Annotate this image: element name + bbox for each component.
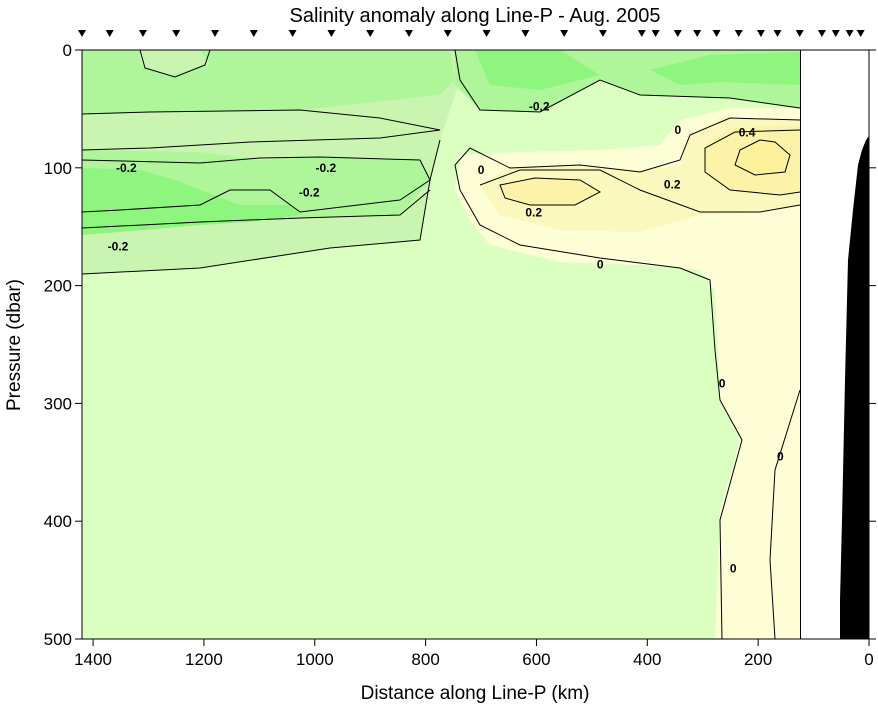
y-tick-label: 300 xyxy=(44,394,72,413)
station-marker xyxy=(693,30,702,37)
contour-label: 0 xyxy=(674,123,681,137)
x-tick-label: 400 xyxy=(633,650,661,669)
x-axis-title: Distance along Line-P (km) xyxy=(361,683,590,704)
station-marker xyxy=(712,30,721,37)
station-marker xyxy=(831,30,840,37)
x-tick-label: 600 xyxy=(522,650,550,669)
y-tick-label: 500 xyxy=(44,630,72,649)
station-markers xyxy=(78,30,865,37)
contour-label: 0 xyxy=(597,257,604,271)
station-marker xyxy=(521,30,530,37)
contour-labels: -0.2 -0.2 -0.2 -0.2 -0.2 0 0 0.4 0.2 0.2 0 0 0 0 xyxy=(108,100,784,576)
fill-pos-04-east xyxy=(735,140,790,175)
y-tick-label: 400 xyxy=(44,512,72,531)
station-marker xyxy=(172,30,181,37)
station-marker xyxy=(404,30,413,37)
station-marker xyxy=(327,30,336,37)
x-tick-label: 800 xyxy=(411,650,439,669)
x-tick-label: 1000 xyxy=(296,650,334,669)
contour-line xyxy=(81,189,431,229)
contour-label: 0.2 xyxy=(525,206,542,220)
station-marker xyxy=(734,30,743,37)
station-marker xyxy=(637,30,646,37)
station-marker xyxy=(795,30,804,37)
contour-line xyxy=(81,156,431,213)
y-tick-label: 200 xyxy=(44,277,72,296)
y-tick-label: 0 xyxy=(63,41,72,60)
chart-title: Salinity anomaly along Line-P - Aug. 200… xyxy=(290,5,661,27)
station-marker xyxy=(598,30,607,37)
contour-fills xyxy=(82,50,800,639)
contour-line xyxy=(454,49,801,113)
data-limit-edge xyxy=(800,50,801,639)
fill-neg-03-west xyxy=(82,168,300,235)
station-marker xyxy=(482,30,491,37)
contour-line xyxy=(704,129,801,196)
contour-label: 0.4 xyxy=(739,125,756,139)
contour-line xyxy=(139,49,211,78)
station-marker xyxy=(105,30,114,37)
contour-label: -0.2 xyxy=(529,100,550,114)
contour-line xyxy=(81,109,441,151)
x-tick-label: 0 xyxy=(864,650,873,669)
contour-label: -0.2 xyxy=(316,161,337,175)
x-tick-label: 200 xyxy=(744,650,772,669)
x-tick-label: 1200 xyxy=(185,650,223,669)
x-axis: 1400 1200 1000 800 600 400 200 0 xyxy=(74,639,874,669)
station-marker xyxy=(651,30,660,37)
station-marker xyxy=(288,30,297,37)
station-marker xyxy=(856,30,865,37)
y-axis: 0 100 200 300 400 500 xyxy=(44,41,876,649)
contour-label: -0.2 xyxy=(108,240,129,254)
y-axis-title: Pressure (dbar) xyxy=(4,279,25,411)
station-marker xyxy=(366,30,375,37)
contour-line xyxy=(479,169,801,213)
contour-label: 0 xyxy=(730,561,737,575)
station-marker xyxy=(138,30,147,37)
station-marker xyxy=(560,30,569,37)
station-marker xyxy=(78,30,86,37)
x-tick-label: 1400 xyxy=(74,650,112,669)
station-marker xyxy=(845,30,854,37)
contour-lines xyxy=(81,49,801,640)
contour-line xyxy=(734,139,791,176)
station-marker xyxy=(211,30,220,37)
contour-label: -0.2 xyxy=(299,186,320,200)
bathymetry-silhouette xyxy=(840,136,869,639)
station-marker xyxy=(249,30,258,37)
station-marker xyxy=(443,30,452,37)
contour-label: -0.2 xyxy=(116,161,137,175)
station-marker xyxy=(817,30,826,37)
fill-neg-03-east-top xyxy=(475,50,600,90)
contour-line xyxy=(454,117,801,640)
station-marker xyxy=(773,30,782,37)
fill-neg-03-east-top2 xyxy=(650,52,800,85)
fill-pos-03-mid xyxy=(500,178,600,205)
station-marker xyxy=(756,30,765,37)
contour-label: 0.2 xyxy=(664,177,681,191)
contour-line xyxy=(769,389,801,640)
plot-area: -0.2 -0.2 -0.2 -0.2 -0.2 0 0 0.4 0.2 0.2 0 0 0 0 xyxy=(81,49,870,640)
fill-neg-03-west-top xyxy=(140,50,210,75)
contour-line xyxy=(499,177,602,206)
contour-line xyxy=(81,139,441,275)
station-marker xyxy=(673,30,682,37)
contour-label: 0 xyxy=(478,163,485,177)
contour-label: 0 xyxy=(719,376,726,390)
plot-frame xyxy=(81,49,870,640)
contour-label: 0 xyxy=(777,449,784,463)
y-tick-label: 100 xyxy=(44,159,72,178)
fill-pos-01 xyxy=(455,108,800,639)
